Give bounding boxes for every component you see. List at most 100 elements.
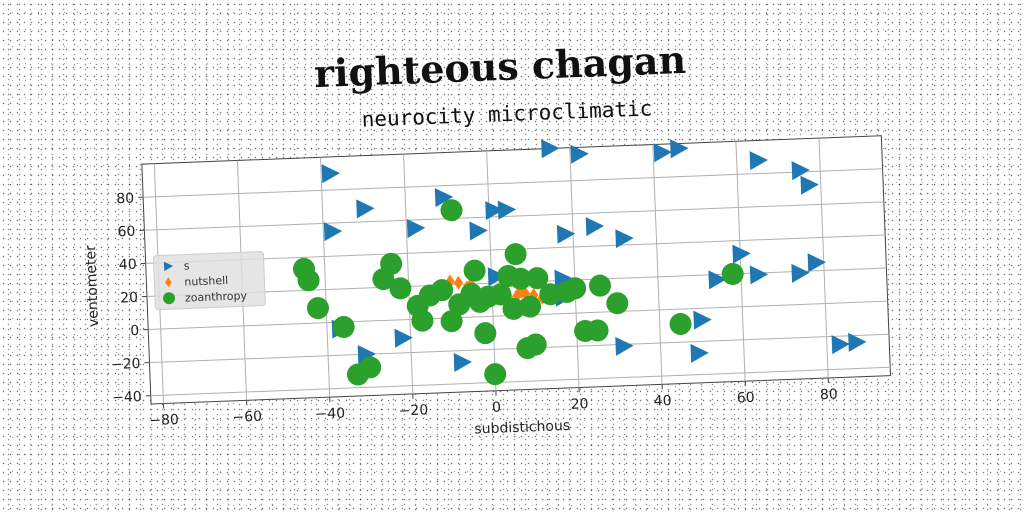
plot-area: −80 −60 −40 −20 0 20 40 60 80 −40 −20 0 20 40 60 80 s nu… [83,135,892,438]
x-grid-line [652,144,663,385]
legend-marker [163,292,176,305]
data-point [463,259,486,282]
data-point [524,333,547,356]
data-point [800,175,819,195]
data-point [708,270,727,290]
data-point [526,267,549,290]
data-point [497,200,517,220]
data-point [669,312,692,335]
x-tick-label: −40 [315,406,345,423]
data-point [615,229,634,249]
data-point [791,263,810,283]
x-grid-line [735,141,746,382]
y-tick-label: −20 [111,356,141,373]
data-point [749,265,769,285]
x-grid-line [818,138,829,378]
x-tick-label: 20 [570,396,588,413]
data-point [440,199,463,222]
data-point [484,363,507,386]
x-tick-label: 0 [492,400,502,416]
data-point [357,345,376,365]
legend-label: s [184,259,190,272]
data-point [380,252,403,275]
data-point [445,274,455,289]
legend-marker [163,261,174,272]
data-point [297,269,320,292]
y-tick-label: 60 [117,224,135,241]
data-point [431,279,454,302]
x-tick-label: −80 [149,412,179,429]
data-point [831,335,850,355]
data-point [306,297,329,320]
data-point [504,243,527,266]
data-point [519,295,542,318]
data-point [453,353,472,372]
data-point [440,310,463,333]
chart-subtitle: neurocity microclimatic [361,96,653,131]
data-point [589,274,612,297]
data-point [554,269,573,289]
data-point [411,309,434,332]
data-point [564,277,587,300]
data-point [749,151,768,171]
y-grid-line [143,168,883,198]
data-point [434,188,454,208]
y-grid-line [144,201,884,231]
chart-title: righteous chagan [313,37,687,96]
data-point [585,217,605,237]
legend-label: zoanthropy [185,289,248,304]
data-point [807,253,826,273]
data-point [332,315,355,338]
y-tick-label: 40 [119,257,137,274]
x-tick-label: 40 [653,393,671,410]
legend-box [152,251,266,311]
data-point [502,297,525,320]
y-grid-line [150,366,891,397]
x-grid-line [569,147,580,388]
x-grid-line [403,154,414,394]
data-point [356,199,375,219]
data-point [721,262,744,285]
data-point [323,222,343,242]
data-point [489,283,512,306]
x-tick-label: 80 [820,387,838,404]
data-point [321,164,340,184]
data-point [556,224,576,244]
y-tick-label: 20 [120,290,138,307]
data-point [670,139,689,159]
data-point [570,144,589,164]
data-point [406,218,426,238]
x-grid-line [319,157,331,398]
data-point [394,328,413,348]
data-marks [292,139,867,386]
data-point [359,356,382,379]
y-tick-label: 0 [130,323,140,339]
data-point [474,322,497,345]
data-point [512,288,522,303]
data-point [539,283,562,306]
data-point [693,310,712,330]
axis-ticks: −80 −60 −40 −20 0 20 40 60 80 −40 −20 0 20 40 60 80 [111,191,838,429]
x-tick-label: 60 [737,390,755,407]
data-point [453,275,463,290]
data-point [541,139,560,159]
series-zoanthropy [292,199,744,386]
legend-marker [165,277,172,288]
data-point [586,319,609,342]
data-point [653,143,672,163]
data-point [848,332,867,352]
data-point [469,221,488,241]
data-point [732,244,751,264]
data-point [791,161,810,181]
data-point [487,267,507,287]
legend-label: nutshell [184,274,228,289]
data-point [509,267,532,290]
x-tick-label: −20 [398,402,428,419]
data-point [690,343,709,363]
x-tick-label: −60 [232,409,262,426]
y-tick-label: 80 [116,191,134,208]
data-point [606,292,629,315]
x-axis-label: subdistichous [474,418,570,438]
